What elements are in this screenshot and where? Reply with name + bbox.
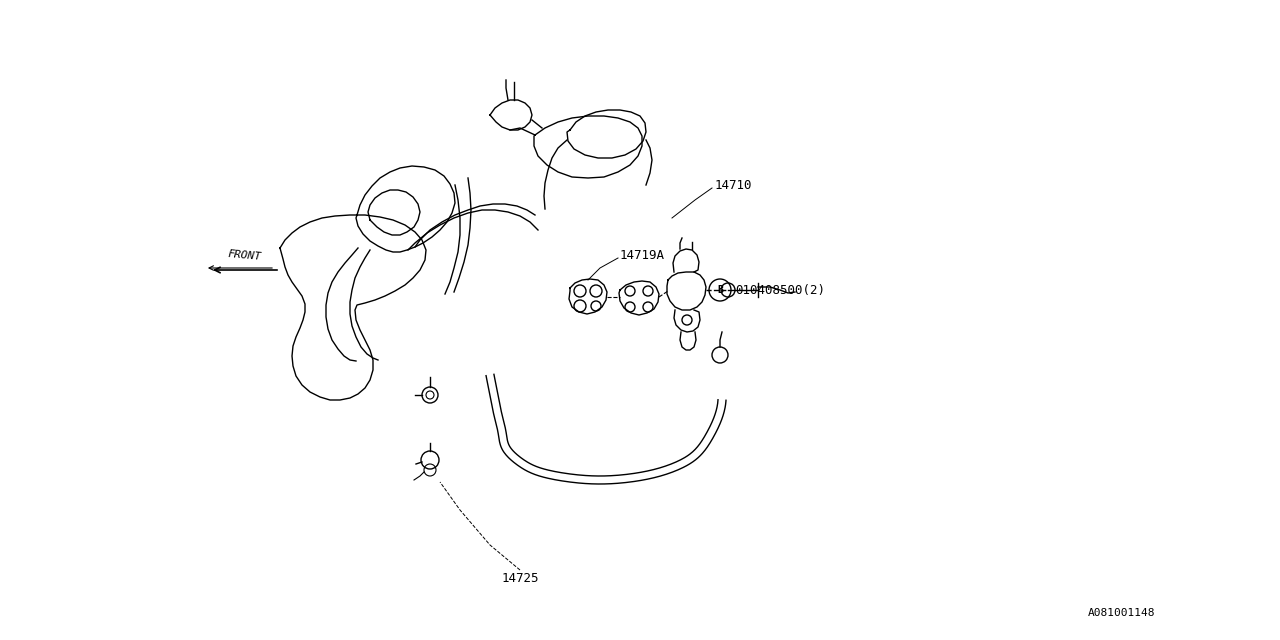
Text: 14725: 14725: [502, 572, 539, 585]
Text: 14710: 14710: [716, 179, 753, 191]
Text: B: B: [717, 285, 723, 295]
Text: A081001148: A081001148: [1088, 608, 1155, 618]
Text: 010408500(2): 010408500(2): [735, 284, 826, 296]
Text: 14719A: 14719A: [620, 248, 666, 262]
Text: FRONT: FRONT: [228, 249, 262, 262]
